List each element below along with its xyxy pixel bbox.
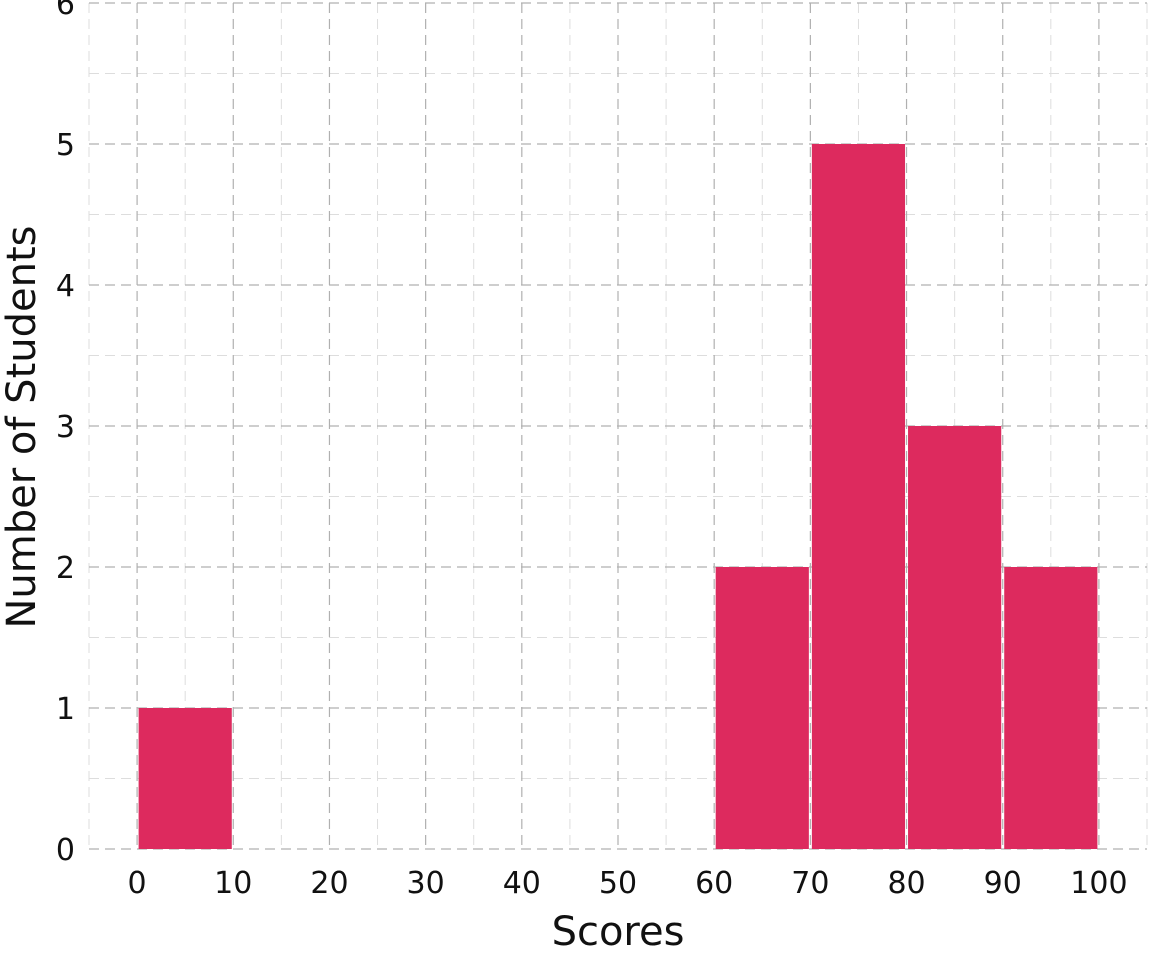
bars [138,144,1098,849]
x-tick-label: 20 [310,866,348,901]
y-tick-label: 4 [56,269,75,304]
y-tick-label: 1 [56,692,75,727]
x-tick-label: 60 [695,866,733,901]
histogram-bar [715,567,809,849]
x-tick-label: 40 [503,866,541,901]
x-tick-label: 70 [791,866,829,901]
x-tick-labels: 0 10 20 30 40 50 60 70 80 90 100 [128,866,1128,901]
y-tick-label: 0 [56,833,75,868]
histogram-bar [908,426,1002,849]
histogram-bar [811,144,906,849]
x-tick-label: 80 [887,866,925,901]
x-tick-label: 30 [407,866,445,901]
x-tick-label: 0 [128,866,147,901]
y-tick-label: 3 [56,410,75,445]
x-tick-label: 90 [984,866,1022,901]
histogram-bar [138,708,232,849]
x-tick-label: 100 [1070,866,1127,901]
x-tick-label: 10 [214,866,252,901]
y-axis-title: Number of Students [0,226,45,629]
x-tick-label: 50 [599,866,637,901]
histogram-bar [1004,567,1098,849]
y-tick-labels: 0 1 2 3 4 5 6 [56,0,75,868]
y-tick-label: 6 [56,0,75,22]
y-tick-label: 5 [56,128,75,163]
y-tick-label: 2 [56,551,75,586]
x-axis-title: Scores [552,909,685,955]
